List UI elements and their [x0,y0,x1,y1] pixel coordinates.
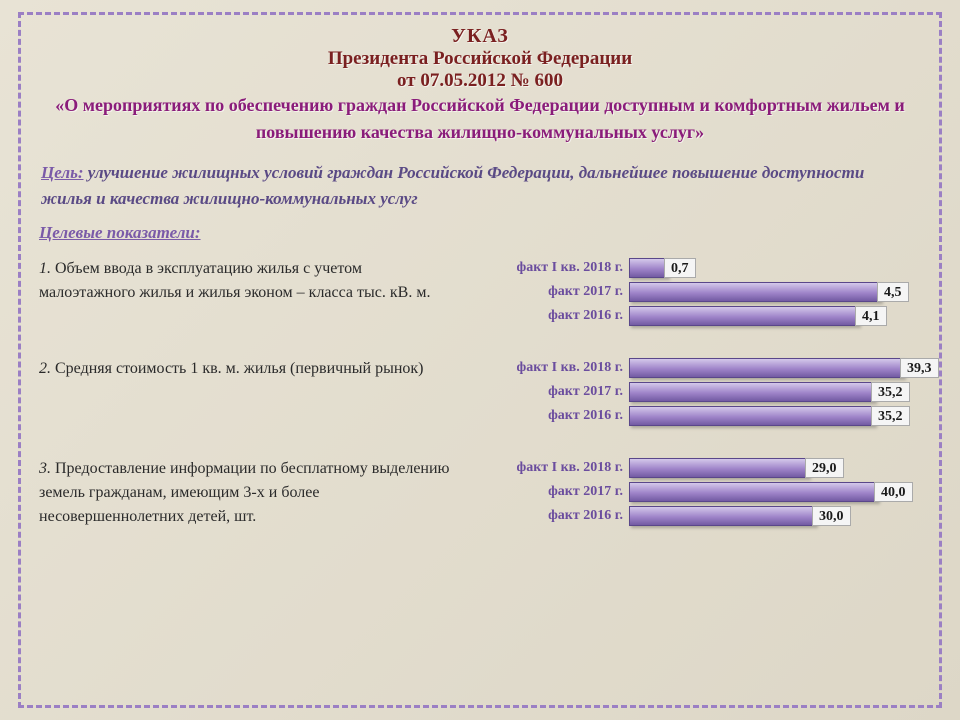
bar-track: 29,0 [629,458,921,478]
indicators-container: 1. Объем ввода в эксплуатацию жилья с уч… [39,257,921,529]
goal-label: Цель: [41,163,84,182]
indicator-text: 3. Предоставление информации по бесплатн… [39,457,469,529]
title-line-3: от 07.05.2012 № 600 [39,70,921,92]
bar-value-box: 35,2 [871,382,910,402]
bar-row: факт I кв. 2018 г.39,3 [469,357,921,379]
bar-chart: факт I кв. 2018 г.0,7факт 2017 г.4,5факт… [469,257,921,329]
indicators-heading: Целевые показатели: [39,223,921,243]
goal-block: Цель: улучшение жилищных условий граждан… [41,160,919,213]
bar-track: 4,5 [629,282,921,302]
bar-fill [629,482,878,502]
bar-label: факт I кв. 2018 г. [469,460,629,476]
bar-label: факт 2016 г. [469,308,629,324]
bar-label: факт I кв. 2018 г. [469,260,629,276]
bar-row: факт 2016 г. 4,1 [469,305,921,327]
bar-track: 40,0 [629,482,921,502]
indicator-text: 2. Средняя стоимость 1 кв. м. жилья (пер… [39,357,469,381]
indicator-number: 3. [39,460,55,477]
indicator-number: 2. [39,360,55,377]
bar-value-box: 35,2 [871,406,910,426]
goal-text: улучшение жилищных условий граждан Росси… [41,163,864,208]
indicator-row: 1. Объем ввода в эксплуатацию жилья с уч… [39,257,921,329]
bar-fill [629,258,668,278]
bar-track: 39,3 [629,358,921,378]
bar-value-box: 4,1 [855,306,887,326]
bar-chart: факт I кв. 2018 г.29,0факт 2017 г.40,0фа… [469,457,921,529]
indicator-text: 1. Объем ввода в эксплуатацию жилья с уч… [39,257,469,305]
bar-value-box: 30,0 [812,506,851,526]
bar-row: факт 2017 г. 4,5 [469,281,921,303]
bar-value-box: 39,3 [900,358,939,378]
bar-label: факт 2016 г. [469,508,629,524]
bar-label: факт 2016 г. [469,408,629,424]
bar-fill [629,458,809,478]
subtitle: «О мероприятиях по обеспечению граждан Р… [39,92,921,146]
bar-row: факт 2016 г. 30,0 [469,505,921,527]
header-block: УКАЗ Президента Российской Федерации от … [39,25,921,146]
bar-label: факт I кв. 2018 г. [469,360,629,376]
bar-fill [629,282,881,302]
bar-chart: факт I кв. 2018 г.39,3факт 2017 г.35,2фа… [469,357,921,429]
indicator-row: 2. Средняя стоимость 1 кв. м. жилья (пер… [39,357,921,429]
title-line-2: Президента Российской Федерации [39,48,921,70]
indicator-number: 1. [39,260,55,277]
bar-track: 4,1 [629,306,921,326]
bar-row: факт 2016 г. 35,2 [469,405,921,427]
bar-label: факт 2017 г. [469,384,629,400]
bar-value-box: 0,7 [664,258,696,278]
bar-fill [629,358,904,378]
bar-row: факт 2017 г. 40,0 [469,481,921,503]
bar-value-box: 4,5 [877,282,909,302]
bar-row: факт I кв. 2018 г. 29,0 [469,457,921,479]
bar-value-box: 40,0 [874,482,913,502]
bar-track: 30,0 [629,506,921,526]
bar-label: факт 2017 г. [469,484,629,500]
dashed-frame: УКАЗ Президента Российской Федерации от … [18,12,942,708]
bar-fill [629,406,875,426]
title-line-1: УКАЗ [39,25,921,48]
bar-fill [629,382,875,402]
bar-track: 0,7 [629,258,921,278]
indicator-row: 3. Предоставление информации по бесплатн… [39,457,921,529]
bar-row: факт 2017 г. 35,2 [469,381,921,403]
bar-value-box: 29,0 [805,458,844,478]
bar-label: факт 2017 г. [469,284,629,300]
bar-track: 35,2 [629,406,921,426]
bar-row: факт I кв. 2018 г. 0,7 [469,257,921,279]
bar-fill [629,306,859,326]
bar-fill [629,506,816,526]
bar-track: 35,2 [629,382,921,402]
